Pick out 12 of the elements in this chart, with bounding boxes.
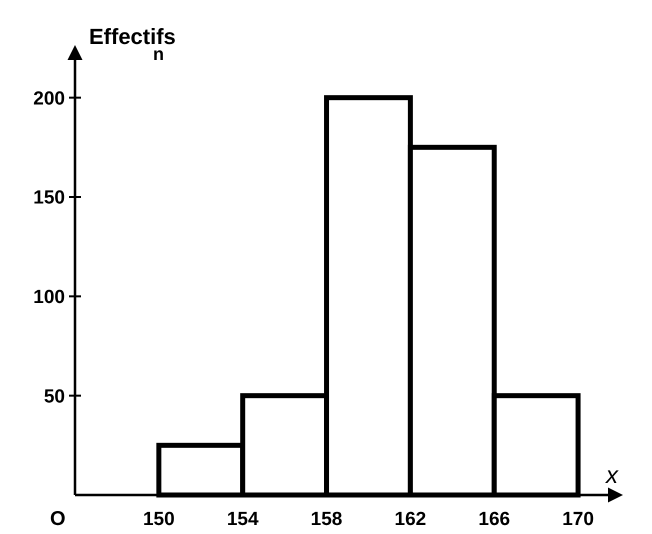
text: O (50, 508, 66, 530)
y-tick-label: 150 (33, 188, 65, 209)
y-tick-label: 200 (33, 88, 65, 110)
x-tick-label: 158 (310, 509, 342, 530)
y-tick-label: 50 (44, 386, 65, 408)
x-tick-label: 150 (142, 509, 175, 530)
x-axis-title: x (605, 462, 619, 489)
y-tick-label: 100 (33, 286, 65, 308)
x-tick-label: 170 (562, 509, 594, 530)
x-tick-label: 154 (226, 509, 259, 530)
x-tick-label: 162 (394, 509, 426, 530)
x-tick-label: 166 (478, 509, 510, 530)
